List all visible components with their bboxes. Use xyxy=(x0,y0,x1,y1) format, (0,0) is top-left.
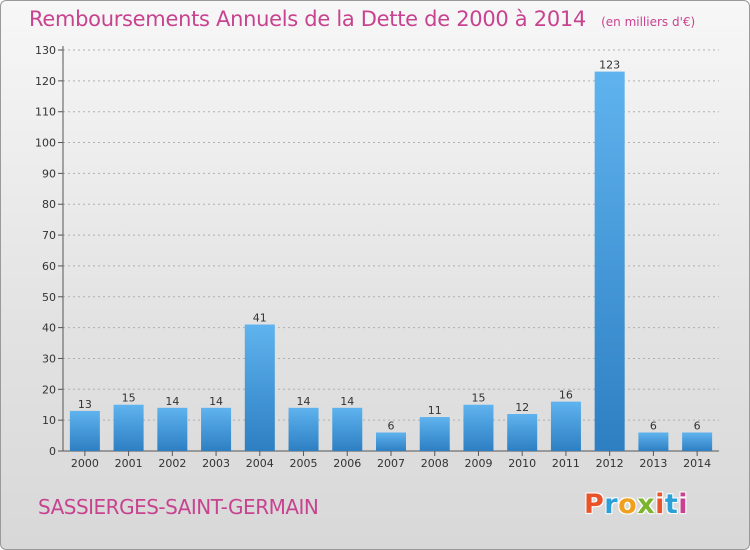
bar xyxy=(332,407,363,451)
y-tick-label: 130 xyxy=(35,44,56,57)
bar xyxy=(201,407,232,451)
title-block: Remboursements Annuels de la Dette de 20… xyxy=(29,7,695,31)
bar xyxy=(376,432,406,451)
bar xyxy=(594,71,625,451)
x-tick-label: 2009 xyxy=(464,457,492,470)
data-label: 15 xyxy=(122,392,136,405)
x-tick-label: 2013 xyxy=(639,457,667,470)
data-label: 12 xyxy=(515,401,529,414)
bar xyxy=(638,432,669,451)
y-tick-label: 80 xyxy=(42,198,56,211)
commune-name: SASSIERGES-SAINT-GERMAIN xyxy=(38,495,319,519)
x-tick-label: 2004 xyxy=(246,457,274,470)
y-tick-label: 20 xyxy=(42,383,56,396)
x-tick-label: 2005 xyxy=(290,457,318,470)
bar xyxy=(157,407,188,451)
x-tick-label: 2000 xyxy=(71,457,99,470)
data-label: 14 xyxy=(340,395,354,408)
y-tick-label: 30 xyxy=(42,352,56,365)
data-label: 14 xyxy=(165,395,179,408)
chart-title: Remboursements Annuels de la Dette de 20… xyxy=(29,7,586,31)
x-tick-label: 2008 xyxy=(421,457,449,470)
bar xyxy=(550,401,581,451)
bar xyxy=(419,417,450,451)
y-tick-label: 120 xyxy=(35,75,56,88)
y-tick-label: 10 xyxy=(42,414,56,427)
bar xyxy=(507,413,538,451)
x-tick-label: 2006 xyxy=(333,457,361,470)
data-label: 6 xyxy=(650,419,657,432)
data-label: 15 xyxy=(471,392,485,405)
logo-letter: i xyxy=(678,489,689,520)
data-label: 16 xyxy=(559,389,573,402)
x-tick-label: 2001 xyxy=(115,457,143,470)
x-tick-label: 2002 xyxy=(158,457,186,470)
logo-letter: o xyxy=(618,489,638,520)
logo-letter: x xyxy=(637,489,656,520)
x-tick-label: 2012 xyxy=(596,457,624,470)
data-label: 6 xyxy=(694,419,701,432)
x-tick-label: 2003 xyxy=(202,457,230,470)
bar xyxy=(463,404,494,451)
x-tick-label: 2010 xyxy=(508,457,536,470)
data-label: 123 xyxy=(599,59,620,72)
y-tick-label: 90 xyxy=(42,167,56,180)
chart-unit: (en milliers d'€) xyxy=(601,15,696,29)
bar xyxy=(113,404,144,451)
y-tick-label: 60 xyxy=(42,260,56,273)
bar xyxy=(69,410,100,451)
data-label: 11 xyxy=(428,404,442,417)
data-label: 13 xyxy=(78,398,92,411)
data-label: 14 xyxy=(297,395,311,408)
logo-letter: r xyxy=(604,489,619,520)
logo-letter: t xyxy=(664,489,679,520)
x-tick-label: 2007 xyxy=(377,457,405,470)
data-label: 14 xyxy=(209,395,223,408)
x-tick-label: 2014 xyxy=(683,457,711,470)
data-label: 41 xyxy=(253,312,267,325)
y-tick-label: 70 xyxy=(42,229,56,242)
logo-letter: P xyxy=(584,489,605,520)
x-tick-label: 2011 xyxy=(552,457,580,470)
bar xyxy=(288,407,319,451)
bar xyxy=(682,432,713,451)
proxiti-logo: Proxiti xyxy=(584,489,688,520)
y-tick-label: 40 xyxy=(42,322,56,335)
bar xyxy=(244,324,275,451)
y-tick-label: 0 xyxy=(49,445,56,458)
y-tick-label: 50 xyxy=(42,291,56,304)
logo-letter: i xyxy=(655,489,665,520)
y-tick-label: 110 xyxy=(35,106,56,119)
y-tick-label: 100 xyxy=(35,137,56,150)
data-label: 6 xyxy=(388,419,395,432)
